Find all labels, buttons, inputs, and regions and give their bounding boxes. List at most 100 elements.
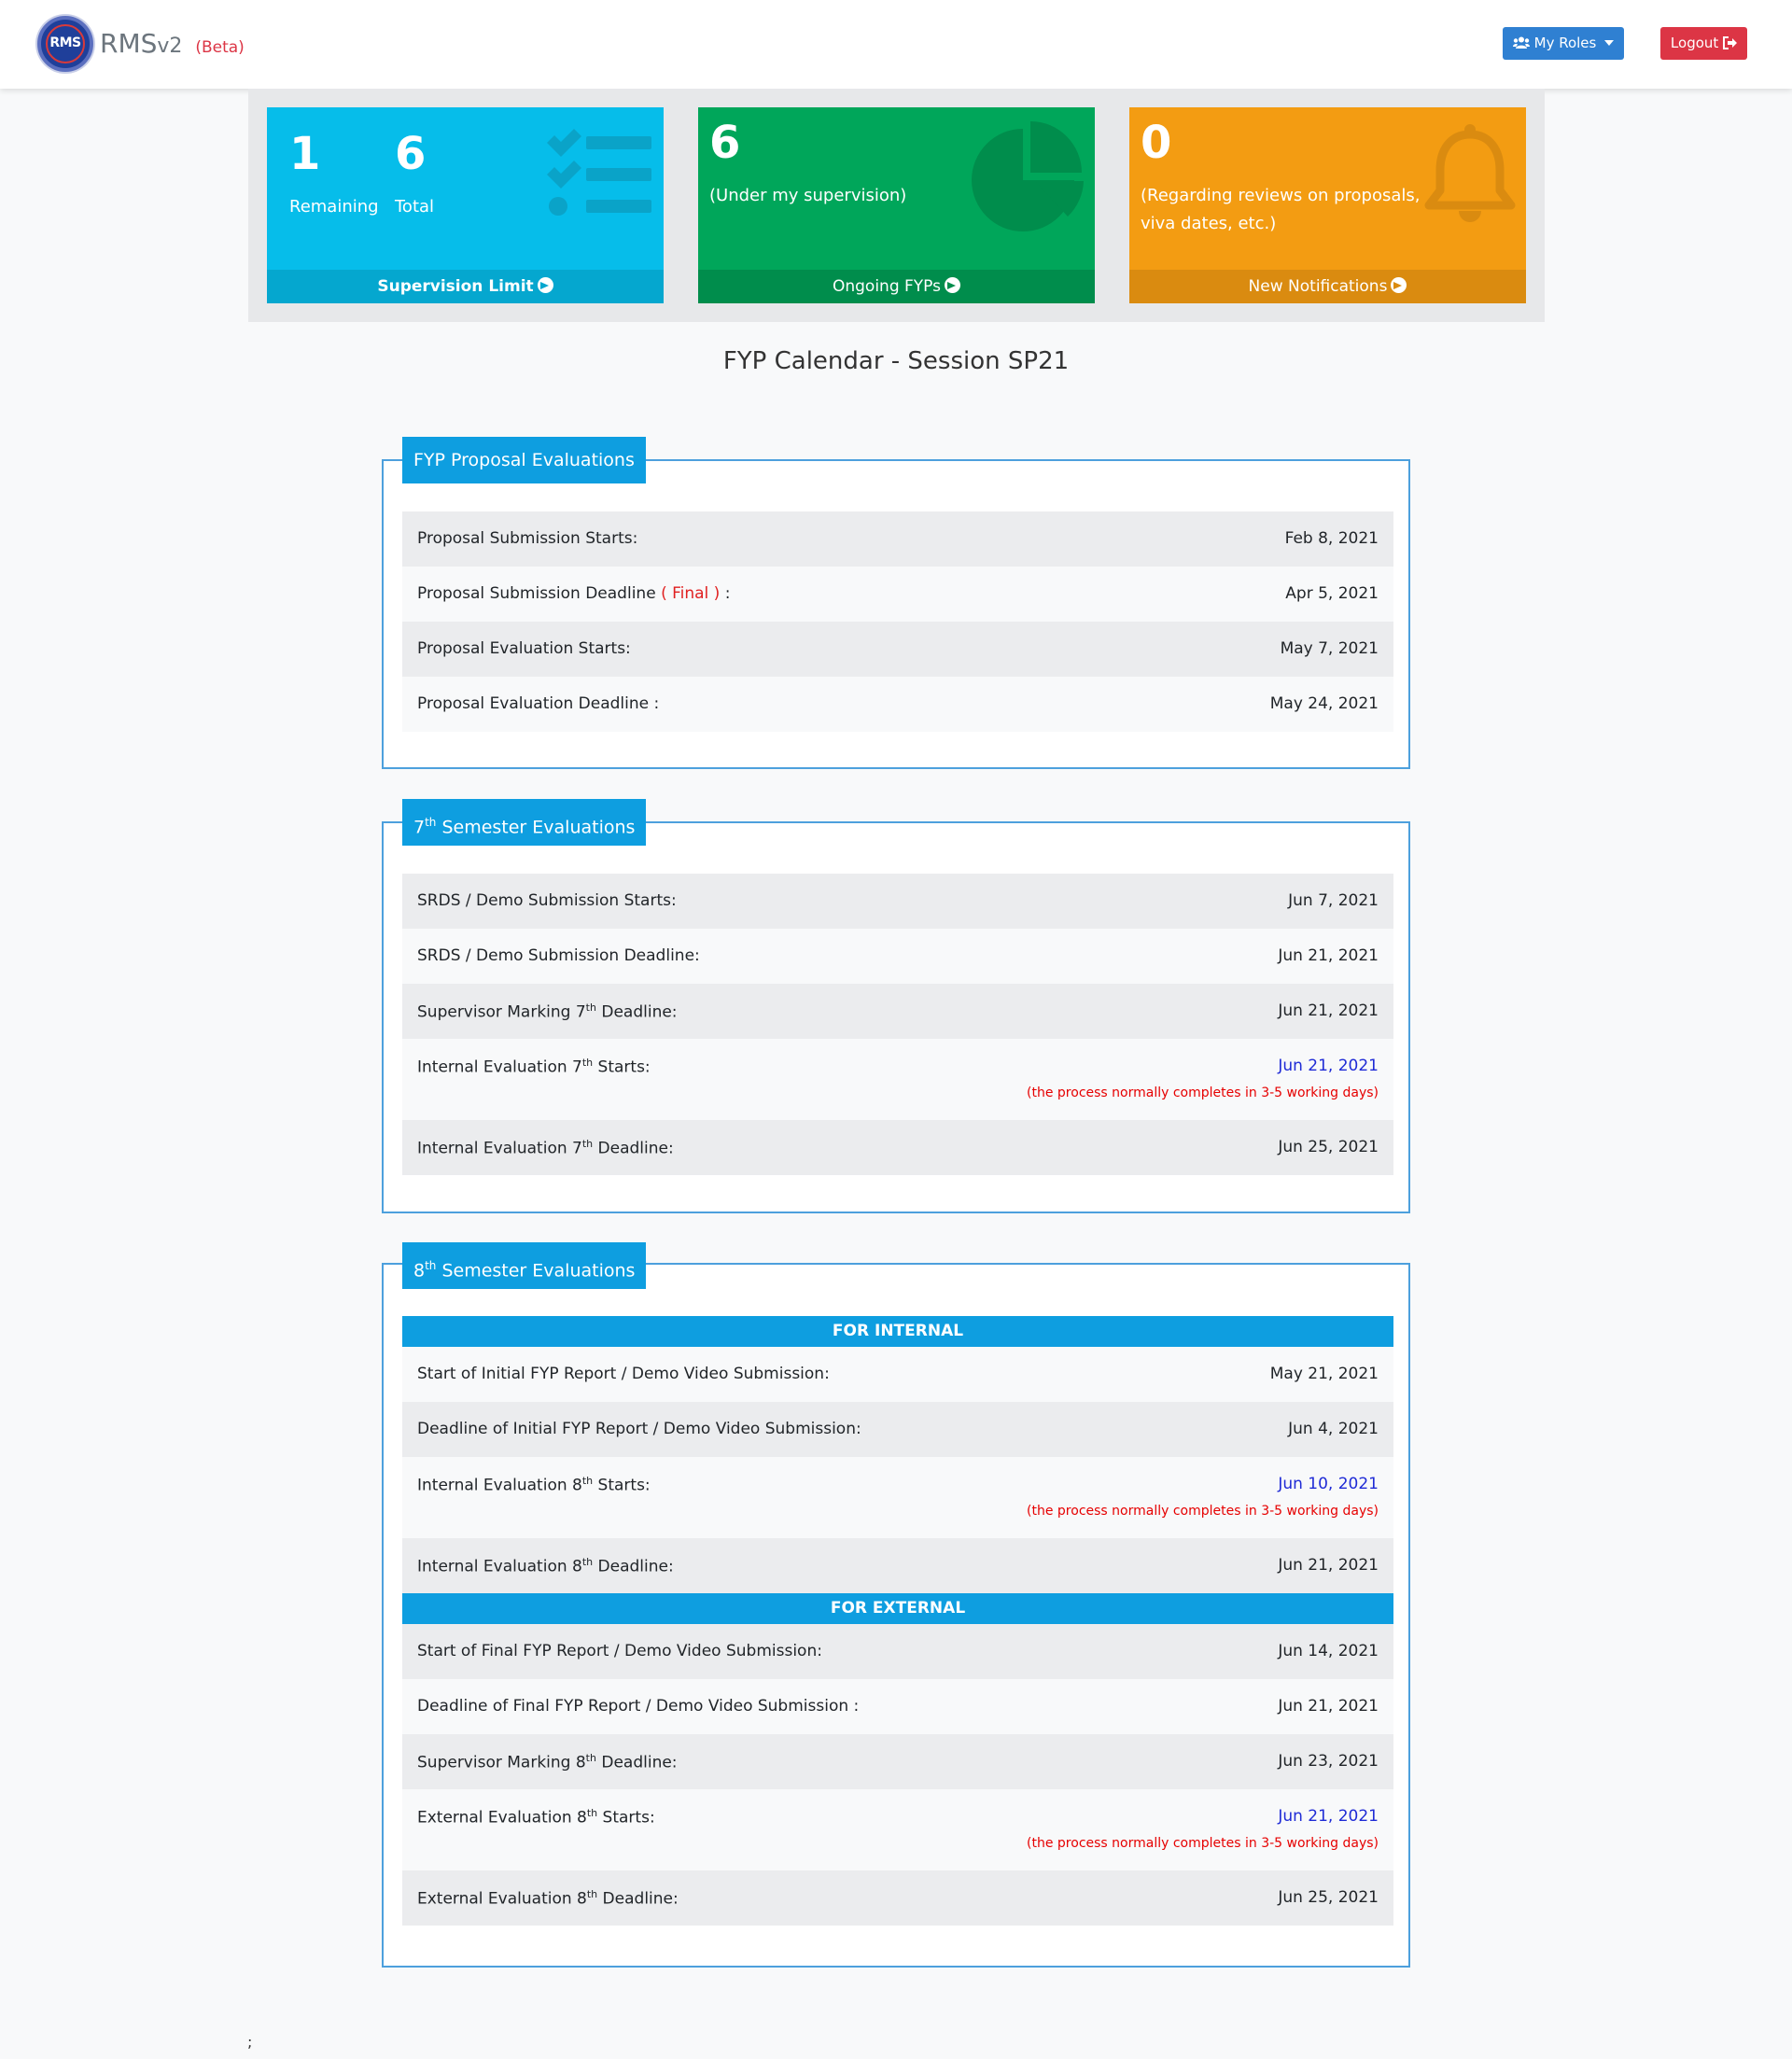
row-label-a: Internal Evaluation 8 (417, 1557, 582, 1576)
row-date: Jun 21, 2021 (1278, 1001, 1379, 1020)
dashboard-cards: 1 Remaining 6 Total Supervision Limit 6 … (248, 89, 1545, 322)
semester-7-evaluations-legend: 7th Semester Evaluations (402, 799, 647, 846)
row-label-sup: th (586, 1807, 598, 1819)
caret-down-icon (1604, 40, 1615, 46)
ongoing-fyps-link[interactable]: Ongoing FYPs (698, 270, 1095, 303)
row-label-suffix: : (720, 584, 731, 603)
row-label-a: External Evaluation 8 (417, 1808, 587, 1828)
legend-sup: th (425, 816, 437, 829)
row-date: Feb 8, 2021 (1284, 529, 1379, 548)
beta-badge: (Beta) (195, 38, 245, 57)
row-label: External Evaluation 8th Starts: (417, 1807, 655, 1828)
legend-text: Semester Evaluations (436, 817, 636, 838)
brand-name: RMS (100, 28, 158, 59)
logout-button[interactable]: Logout (1660, 27, 1747, 60)
row-label: Deadline of Final FYP Report / Demo Vide… (417, 1697, 860, 1716)
proposal-evaluations-legend: FYP Proposal Evaluations (402, 437, 646, 483)
row-label: Supervisor Marking 7th Deadline: (417, 1001, 678, 1022)
row-date: Jun 21, 2021 (1278, 1807, 1379, 1826)
row-label-sup: th (586, 1888, 598, 1900)
calendar-row: Proposal Evaluation Deadline : May 24, 2… (402, 677, 1393, 732)
legend-number: 8 (413, 1260, 426, 1282)
logo-text: RMS (49, 35, 81, 50)
final-tag: ( Final ) (661, 584, 721, 603)
row-label: Start of Final FYP Report / Demo Video S… (417, 1642, 822, 1660)
row-label-sup: th (585, 1001, 596, 1014)
ongoing-label: (Under my supervision) (709, 186, 907, 205)
row-date: May 7, 2021 (1280, 639, 1379, 658)
supervision-limit-card: 1 Remaining 6 Total Supervision Limit (267, 107, 664, 303)
row-label-a: Internal Evaluation 7 (417, 1058, 582, 1077)
row-label-b: Starts: (593, 1476, 651, 1495)
row-note: (the process normally completes in 3-5 w… (1027, 1504, 1379, 1519)
legend-number: 7 (413, 817, 426, 838)
row-date: Jun 23, 2021 (1278, 1752, 1379, 1771)
university-logo[interactable]: RMS (37, 16, 93, 72)
stray-footer-text: ; (247, 2033, 253, 2051)
bell-icon (1424, 124, 1516, 222)
calendar-row: Proposal Submission Starts: Feb 8, 2021 (402, 511, 1393, 567)
calendar-row: Internal Evaluation 7th Starts: Jun 21, … (402, 1039, 1393, 1120)
calendar-row: Deadline of Final FYP Report / Demo Vide… (402, 1679, 1393, 1734)
row-label-b: Starts: (597, 1808, 655, 1828)
row-date: Jun 10, 2021 (1278, 1475, 1379, 1493)
semester-8-evaluations-section: 8th Semester Evaluations FOR INTERNAL St… (382, 1242, 1410, 1968)
supervision-limit-link[interactable]: Supervision Limit (267, 270, 664, 303)
row-label: Internal Evaluation 8th Deadline: (417, 1556, 674, 1576)
row-label-sup: th (581, 1138, 594, 1150)
row-label-text: Proposal Submission Deadline (417, 584, 656, 603)
calendar-row: Start of Final FYP Report / Demo Video S… (402, 1624, 1393, 1679)
row-label-b: Deadline: (595, 1002, 678, 1022)
pie-chart-icon (972, 121, 1084, 231)
new-notifications-card: 0 (Regarding reviews on proposals, viva … (1129, 107, 1526, 303)
navbar: RMS RMSv2 (Beta) My Roles Logout (0, 0, 1792, 89)
row-date: Jun 14, 2021 (1278, 1642, 1379, 1660)
row-label-a: Supervisor Marking 7 (417, 1002, 586, 1022)
total-label: Total (395, 197, 435, 217)
arrow-circle-right-icon (1391, 277, 1407, 293)
calendar-row: SRDS / Demo Submission Deadline: Jun 21,… (402, 929, 1393, 984)
row-date: Jun 21, 2021 (1278, 1057, 1379, 1075)
row-date: Jun 7, 2021 (1288, 891, 1379, 910)
row-label: Proposal Evaluation Starts: (417, 639, 631, 658)
row-label: Proposal Submission Starts: (417, 529, 638, 548)
legend-text: Semester Evaluations (436, 1260, 636, 1282)
new-notifications-link[interactable]: New Notifications (1129, 270, 1526, 303)
row-label: Supervisor Marking 8th Deadline: (417, 1752, 678, 1772)
calendar-row: Internal Evaluation 8th Deadline: Jun 21… (402, 1538, 1393, 1593)
calendar-row: External Evaluation 8th Starts: Jun 21, … (402, 1789, 1393, 1870)
row-date: Jun 25, 2021 (1278, 1888, 1379, 1907)
users-icon (1512, 36, 1530, 49)
row-label-b: Deadline: (593, 1139, 674, 1158)
legend-sup: th (425, 1259, 437, 1272)
for-internal-header: FOR INTERNAL (402, 1316, 1393, 1347)
calendar-row: Supervisor Marking 7th Deadline: Jun 21,… (402, 984, 1393, 1039)
row-date: Apr 5, 2021 (1285, 584, 1379, 603)
sign-out-icon (1723, 36, 1738, 49)
brand-title[interactable]: RMSv2 (Beta) (100, 28, 245, 59)
ongoing-fyps-footer: Ongoing FYPs (832, 277, 941, 296)
row-date: Jun 21, 2021 (1278, 1697, 1379, 1716)
row-date: May 24, 2021 (1269, 694, 1379, 713)
row-label: SRDS / Demo Submission Starts: (417, 891, 677, 910)
row-label-b: Deadline: (595, 1753, 678, 1772)
my-roles-label: My Roles (1533, 35, 1597, 51)
row-label-b: Deadline: (597, 1889, 679, 1909)
row-label-a: External Evaluation 8 (417, 1889, 587, 1909)
row-label-b: Deadline: (593, 1557, 674, 1576)
row-label-sup: th (581, 1556, 594, 1568)
row-note: (the process normally completes in 3-5 w… (1027, 1836, 1379, 1851)
semester-8-evaluations-legend: 8th Semester Evaluations (402, 1242, 647, 1289)
proposal-evaluations-section: FYP Proposal Evaluations Proposal Submis… (382, 437, 1410, 769)
semester-7-rows: SRDS / Demo Submission Starts: Jun 7, 20… (402, 874, 1393, 1175)
for-external-header: FOR EXTERNAL (402, 1593, 1393, 1624)
logout-label: Logout (1670, 35, 1719, 51)
row-date: Jun 21, 2021 (1278, 1556, 1379, 1575)
row-label: Proposal Evaluation Deadline : (417, 694, 660, 713)
ongoing-fyps-card: 6 (Under my supervision) Ongoing FYPs (698, 107, 1095, 303)
semester-8-rows: FOR INTERNAL Start of Initial FYP Report… (402, 1316, 1393, 1926)
calendar-row: Proposal Evaluation Starts: May 7, 2021 (402, 622, 1393, 677)
row-date: Jun 25, 2021 (1278, 1138, 1379, 1156)
calendar-row: Internal Evaluation 7th Deadline: Jun 25… (402, 1120, 1393, 1175)
my-roles-dropdown-button[interactable]: My Roles (1503, 27, 1624, 60)
